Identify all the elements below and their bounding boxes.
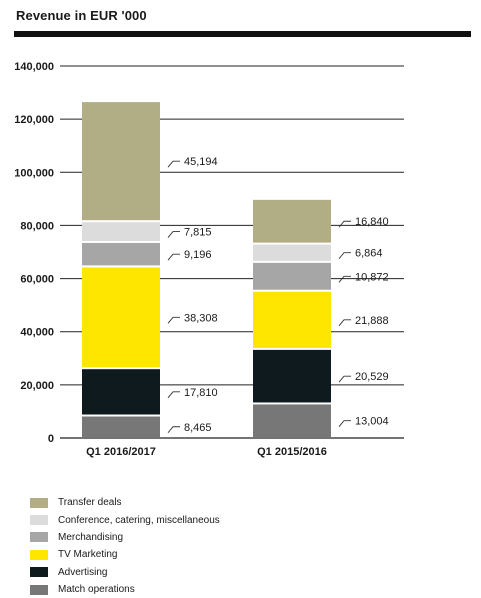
legend: Transfer deals Conference, catering, misc… bbox=[30, 494, 220, 598]
legend-swatch bbox=[30, 549, 48, 560]
leader-line bbox=[338, 375, 351, 383]
legend-swatch bbox=[30, 515, 48, 526]
y-tick-label: 100,000 bbox=[14, 167, 54, 179]
leader-line bbox=[167, 253, 180, 261]
data-label: 7,815 bbox=[184, 227, 212, 239]
y-tick-label: 120,000 bbox=[14, 114, 54, 126]
stacked-bar-chart: 0 20,000 40,000 60,000 80,000 100,000 120,000 1… bbox=[14, 61, 404, 458]
data-label: 16,840 bbox=[355, 216, 389, 228]
leader-line bbox=[338, 420, 351, 428]
leader-line bbox=[338, 275, 351, 283]
y-tick-label: 40,000 bbox=[20, 327, 54, 339]
bars: 8,465 17,810 38,308 9,196 7,815 45,194 13,004 2… bbox=[82, 102, 389, 437]
bar-segment bbox=[253, 291, 331, 348]
legend-item: TV Marketing bbox=[30, 546, 220, 563]
legend-label: Advertising bbox=[58, 566, 108, 578]
data-label: 45,194 bbox=[184, 156, 218, 168]
data-label: 17,810 bbox=[184, 387, 218, 399]
legend-label: Conference, catering, miscellaneous bbox=[58, 514, 220, 526]
data-label: 8,465 bbox=[184, 422, 212, 434]
leader-line bbox=[338, 220, 351, 228]
legend-label: Match operations bbox=[58, 584, 135, 596]
legend-item: Advertising bbox=[30, 564, 220, 581]
x-category-label: Q1 2015/2016 bbox=[257, 446, 327, 458]
leader-line bbox=[167, 160, 180, 168]
y-tick-label: 140,000 bbox=[14, 61, 54, 73]
legend-item: Transfer deals bbox=[30, 494, 220, 511]
legend-swatch bbox=[30, 497, 48, 508]
bar-segment bbox=[253, 349, 331, 403]
leader-line bbox=[167, 391, 180, 399]
leader-line bbox=[338, 252, 351, 260]
x-axis: Q1 2016/2017 Q1 2015/2016 bbox=[86, 446, 327, 458]
title-rule bbox=[14, 31, 471, 37]
legend-item: Merchandising bbox=[30, 529, 220, 546]
legend-label: TV Marketing bbox=[58, 549, 118, 561]
leader-line bbox=[167, 426, 180, 434]
bar-segment bbox=[82, 242, 160, 266]
legend-swatch bbox=[30, 532, 48, 543]
data-label: 38,308 bbox=[184, 312, 218, 324]
legend-item: Match operations bbox=[30, 581, 220, 598]
leader-line bbox=[167, 231, 180, 238]
legend-label: Merchandising bbox=[58, 531, 124, 543]
data-label: 13,004 bbox=[355, 416, 389, 428]
y-axis: 0 20,000 40,000 60,000 80,000 100,000 120,000 1… bbox=[14, 61, 404, 445]
data-label: 10,872 bbox=[355, 271, 389, 283]
x-category-label: Q1 2016/2017 bbox=[86, 446, 156, 458]
chart-title: Revenue in EUR '000 bbox=[16, 8, 147, 23]
bar-segment bbox=[253, 262, 331, 290]
bar-segment bbox=[82, 102, 160, 221]
legend-swatch bbox=[30, 567, 48, 578]
y-tick-label: 20,000 bbox=[20, 380, 54, 392]
legend-item: Conference, catering, miscellaneous bbox=[30, 511, 220, 528]
y-tick-label: 60,000 bbox=[20, 274, 54, 286]
bar-segment bbox=[82, 369, 160, 415]
leader-line bbox=[338, 319, 351, 327]
data-label: 9,196 bbox=[184, 249, 212, 261]
bar-segment bbox=[253, 244, 331, 261]
legend-label: Transfer deals bbox=[58, 497, 122, 509]
y-tick-label: 80,000 bbox=[20, 220, 54, 232]
leader-line bbox=[167, 316, 180, 324]
bar-segment bbox=[253, 199, 331, 243]
legend-swatch bbox=[30, 584, 48, 595]
data-label: 21,888 bbox=[355, 315, 389, 327]
y-tick-label: 0 bbox=[48, 433, 54, 445]
bar-segment bbox=[82, 222, 160, 241]
bar-segment bbox=[253, 404, 331, 437]
data-label: 20,529 bbox=[355, 371, 389, 383]
bar-segment bbox=[82, 267, 160, 368]
data-label: 6,864 bbox=[355, 248, 383, 260]
bar-segment bbox=[82, 416, 160, 437]
